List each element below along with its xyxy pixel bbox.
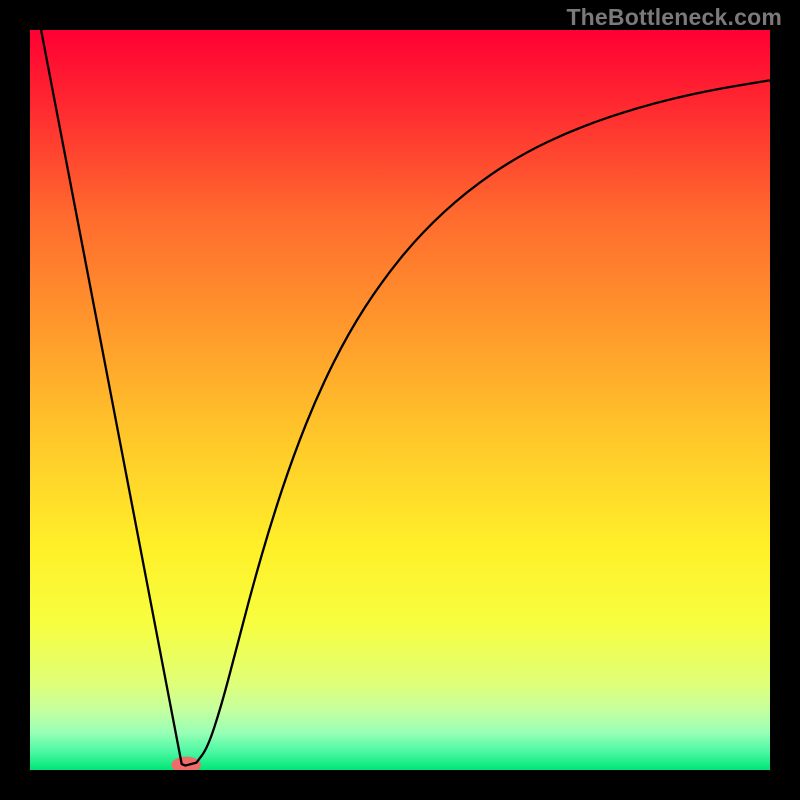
watermark-text: TheBottleneck.com <box>566 4 782 31</box>
plot-area <box>30 30 770 770</box>
bottleneck-curve-chart <box>30 30 770 770</box>
gradient-background <box>30 30 770 770</box>
chart-container: TheBottleneck.com <box>0 0 800 800</box>
